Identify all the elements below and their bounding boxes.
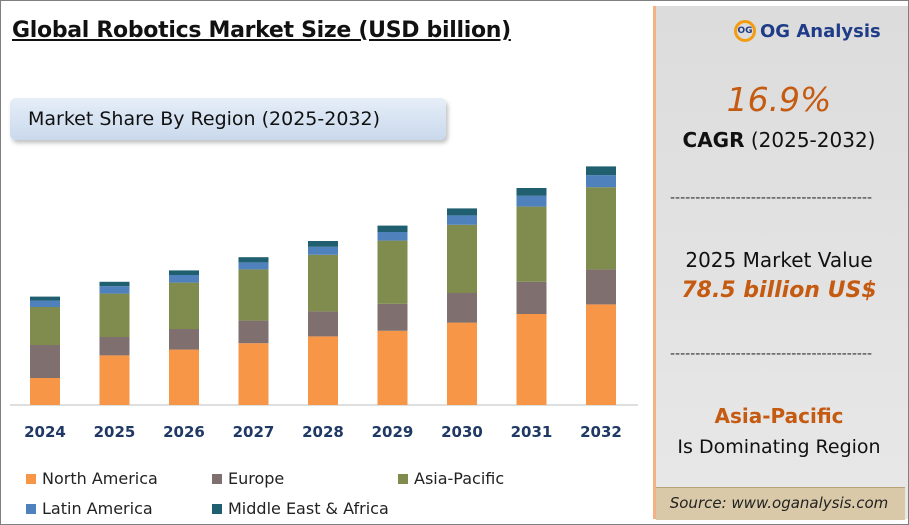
x-tick-label: 2027 (233, 423, 275, 441)
legend-latin-america: Latin America (26, 499, 153, 518)
legend-middle-east-africa: Middle East & Africa (212, 499, 389, 518)
bar-2027-latin-america (238, 262, 269, 270)
legend-europe: Europe (212, 469, 284, 488)
bar-2028-asia-pacific (308, 254, 338, 312)
og-analysis-logo: OG OG Analysis (734, 20, 881, 42)
bar-2025-middle-east-africa (99, 281, 130, 287)
chart-subtitle: Market Share By Region (2025-2032) (28, 108, 381, 130)
bar-2031-latin-america (516, 195, 547, 207)
bar-2032-middle-east-africa (586, 166, 616, 176)
source-text: Source: www.oganalysis.com (669, 494, 889, 512)
stacked-bar-chart: 2024 2025 2026 2027 2028 2029 2030 2031 2032 (10, 166, 638, 441)
bar-2025-europe (99, 337, 130, 356)
bar-2030-asia-pacific (447, 224, 477, 293)
bar-2029-north-america (377, 330, 408, 405)
bar-2027-north-america (238, 343, 269, 405)
bar-2028-latin-america (308, 246, 338, 255)
dominating-region-text: Is Dominating Region (677, 436, 881, 458)
bar-2026-north-america (169, 349, 199, 405)
bar-2029-europe (377, 303, 408, 331)
dominating-region: Asia-Pacific (714, 404, 844, 428)
bar-2027-europe (238, 320, 269, 344)
legend-swatch (398, 474, 408, 484)
market-value-label: 2025 Market Value (685, 248, 873, 272)
bar-2030-latin-america (447, 215, 477, 225)
bar-2029-asia-pacific (377, 240, 408, 304)
x-tick-label: 2025 (94, 423, 136, 441)
x-tick-label: 2029 (372, 423, 414, 441)
x-tick-label: 2032 (580, 423, 622, 441)
legend-swatch (26, 474, 36, 484)
bar-2024-latin-america (30, 300, 60, 307)
bar-2028-middle-east-africa (308, 241, 338, 247)
x-tick-label: 2026 (163, 423, 205, 441)
market-value: 78.5 billion US$ (681, 278, 877, 303)
bar-2031-north-america (516, 314, 547, 405)
logo-icon: OG (734, 20, 756, 42)
bar-2024-middle-east-africa (30, 296, 60, 301)
chart-title: Global Robotics Market Size (USD billion… (12, 18, 511, 43)
bar-2027-asia-pacific (238, 269, 269, 321)
summary-panel: OG OG Analysis 16.9% CAGR (2025-2032) ---… (653, 6, 908, 520)
bar-2032-europe (586, 269, 616, 305)
bar-2031-middle-east-africa (516, 188, 547, 196)
cagr-value: 16.9% (726, 80, 832, 119)
source-bar: Source: www.oganalysis.com (656, 487, 905, 520)
x-tick-label: 2024 (24, 423, 66, 441)
legend-swatch (212, 504, 222, 514)
bar-2025-north-america (99, 355, 130, 405)
bar-2029-latin-america (377, 232, 408, 241)
bar-2032-latin-america (586, 175, 616, 188)
bar-2028-europe (308, 311, 338, 337)
bar-2026-asia-pacific (169, 282, 199, 329)
bar-2032-asia-pacific (586, 187, 616, 270)
bar-2025-latin-america (99, 286, 130, 294)
bar-2030-europe (447, 293, 477, 323)
bar-2028-north-america (308, 336, 338, 405)
divider-top: ---------------------------------------- (670, 190, 873, 206)
bar-2024-north-america (30, 378, 60, 405)
bar-2032-north-america (586, 304, 616, 405)
bar-2024-asia-pacific (30, 307, 60, 345)
bar-2025-asia-pacific (99, 293, 130, 337)
bar-2031-asia-pacific (516, 206, 547, 282)
x-tick-label: 2031 (511, 423, 553, 441)
legend-swatch (212, 474, 222, 484)
x-tick-label: 2028 (302, 423, 344, 441)
legend-swatch (26, 504, 36, 514)
legend-north-america: North America (26, 469, 158, 488)
cagr-label: CAGR (2025-2032) (682, 128, 876, 152)
bar-2030-middle-east-africa (447, 208, 477, 216)
divider-bottom: ---------------------------------------- (670, 346, 873, 362)
bar-2026-europe (169, 329, 199, 350)
bar-2031-europe (516, 281, 547, 314)
bar-2024-europe (30, 345, 60, 378)
legend-asia-pacific: Asia-Pacific (398, 469, 504, 488)
bar-2029-middle-east-africa (377, 225, 408, 232)
logo-text: OG Analysis (760, 20, 881, 42)
bar-2030-north-america (447, 322, 477, 405)
bar-2027-middle-east-africa (238, 257, 269, 263)
x-tick-label: 2030 (441, 423, 483, 441)
bar-2026-middle-east-africa (169, 270, 199, 275)
subtitle-banner: Market Share By Region (2025-2032) (10, 98, 446, 140)
bar-2026-latin-america (169, 275, 199, 283)
